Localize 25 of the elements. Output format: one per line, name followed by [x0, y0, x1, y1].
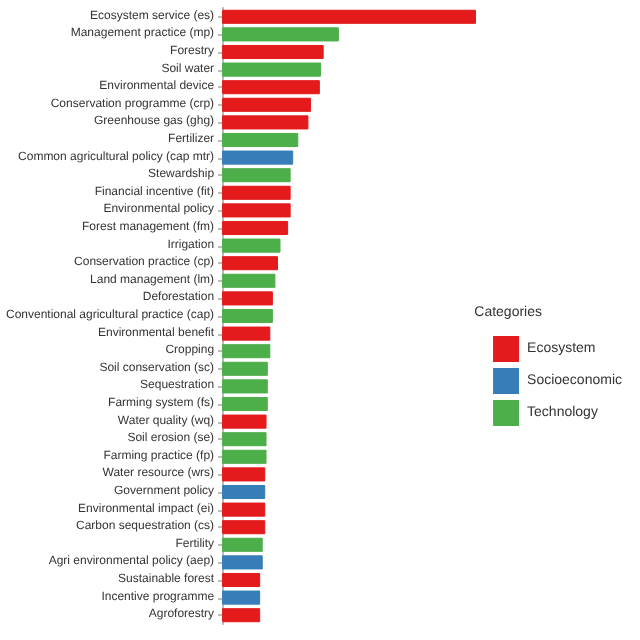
bar: [222, 256, 278, 271]
bar: [222, 150, 294, 165]
bar: [222, 344, 271, 359]
bar: [222, 414, 267, 429]
bar: [222, 291, 273, 306]
bar: [222, 308, 273, 324]
bar: [222, 238, 281, 253]
bar: [222, 168, 291, 183]
bar: [222, 608, 261, 623]
bar: [222, 27, 339, 42]
bar: [222, 44, 324, 60]
bar: [222, 326, 271, 341]
bar: [222, 555, 263, 570]
bar: [222, 449, 267, 464]
bar: [222, 590, 261, 605]
bar: [222, 467, 266, 482]
bar: [222, 537, 263, 552]
bar: [222, 132, 299, 148]
bar: [222, 9, 476, 24]
bar: [222, 273, 276, 288]
bar: [222, 484, 266, 500]
bar: [222, 80, 320, 95]
bar: [222, 62, 322, 77]
bar: [222, 572, 261, 588]
bar: [222, 432, 267, 447]
